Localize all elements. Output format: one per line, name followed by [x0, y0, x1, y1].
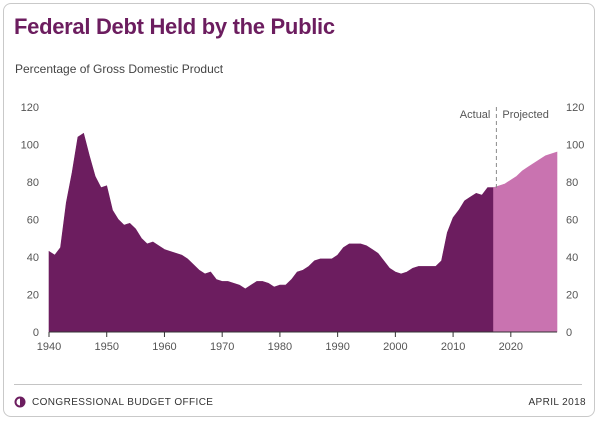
y-tick-label-left: 120	[21, 102, 39, 114]
y-tick-label-left: 20	[27, 290, 39, 302]
x-tick-label: 1990	[325, 341, 349, 353]
y-tick-label-left: 40	[27, 252, 39, 264]
area-actual	[48, 132, 494, 333]
footer-agency: CONGRESSIONAL BUDGET OFFICE	[14, 396, 213, 408]
y-tick-label-right: 120	[566, 102, 584, 114]
x-tick-label: 2020	[499, 341, 523, 353]
chart-subtitle: Percentage of Gross Domestic Product	[15, 62, 224, 76]
annotation-actual: Actual	[460, 109, 491, 121]
cbo-logo-icon	[14, 396, 26, 408]
y-tick-label-right: 100	[566, 140, 584, 152]
x-tick-label: 1950	[94, 341, 118, 353]
footer-divider	[14, 384, 582, 385]
y-tick-label-left: 100	[21, 140, 39, 152]
y-tick-label-right: 80	[566, 177, 578, 189]
y-tick-label-right: 60	[566, 215, 578, 227]
area-projected	[493, 151, 558, 333]
x-tick-label: 2010	[441, 341, 465, 353]
x-tick-label: 1980	[268, 341, 292, 353]
y-tick-label-right: 20	[566, 290, 578, 302]
agency-name: CONGRESSIONAL BUDGET OFFICE	[32, 396, 214, 408]
x-tick-label: 2000	[383, 341, 407, 353]
y-tick-label-left: 0	[33, 327, 39, 339]
x-tick-label: 1960	[152, 341, 176, 353]
y-tick-label-left: 80	[27, 177, 39, 189]
y-tick-label-left: 60	[27, 215, 39, 227]
annotation-projected: Projected	[502, 109, 548, 121]
x-tick-label: 1940	[37, 341, 61, 353]
y-tick-label-right: 0	[566, 327, 572, 339]
x-tick-label: 1970	[210, 341, 234, 353]
y-tick-label-right: 40	[566, 252, 578, 264]
chart-title: Federal Debt Held by the Public	[14, 14, 335, 39]
publication-date: APRIL 2018	[528, 397, 586, 408]
